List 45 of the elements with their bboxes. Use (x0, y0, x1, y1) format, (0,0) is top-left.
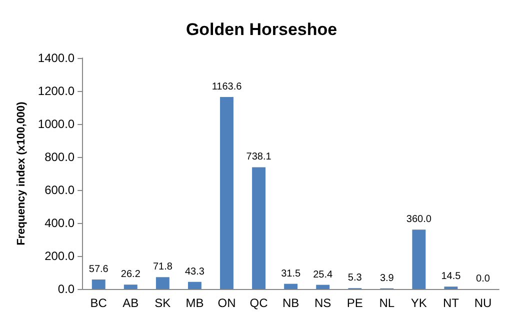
data-label: 1163.6 (212, 82, 242, 93)
data-label: 360.0 (406, 214, 432, 226)
x-tick-label: NT (442, 296, 460, 310)
bar (124, 284, 138, 289)
bar (220, 97, 234, 289)
data-label: 5.3 (348, 272, 362, 284)
bar (156, 277, 170, 289)
data-label: 3.9 (380, 272, 394, 284)
y-tick-label: 400.0 (44, 216, 75, 230)
x-tick-label: QC (250, 296, 268, 310)
data-label: 26.2 (120, 269, 141, 280)
y-tick-label: 0.0 (58, 282, 75, 296)
y-tick-label: 200.0 (44, 249, 75, 263)
x-tick-label: YK (410, 296, 427, 310)
y-tick-label: 1400.0 (38, 51, 75, 65)
x-tick-label: NB (282, 296, 300, 310)
data-label: 25.4 (313, 269, 333, 280)
data-label: 14.5 (441, 271, 462, 282)
x-tick-label: MB (186, 296, 204, 310)
y-tick-label: 1200.0 (38, 84, 75, 98)
bar (252, 167, 266, 289)
x-tick-label: NU (474, 296, 492, 310)
chart-title: Golden Horseshoe (186, 20, 338, 39)
data-label: 738.1 (246, 152, 272, 163)
bar (188, 282, 202, 289)
data-label: 31.5 (281, 268, 301, 280)
bar (316, 284, 330, 289)
bar (412, 230, 426, 289)
bar (92, 279, 106, 289)
x-tick-label: PE (346, 296, 363, 310)
x-tick-label: AB (122, 296, 139, 310)
data-label: 43.3 (184, 266, 205, 278)
x-tick-label: BC (90, 296, 108, 310)
bar (284, 284, 298, 289)
y-axis-title: Frequency index (x100,000) (16, 101, 28, 246)
data-label: 71.8 (152, 262, 173, 273)
x-tick-label: NS (314, 296, 332, 310)
y-tick-label: 600.0 (44, 183, 75, 197)
x-tick-label: ON (218, 296, 236, 310)
x-tick-label: NL (379, 296, 395, 310)
y-tick-label: 800.0 (44, 150, 75, 164)
y-tick-label: 1000.0 (38, 117, 75, 131)
x-tick-label: SK (154, 296, 171, 310)
data-label: 57.6 (88, 264, 109, 275)
data-label: 0.0 (476, 274, 490, 284)
